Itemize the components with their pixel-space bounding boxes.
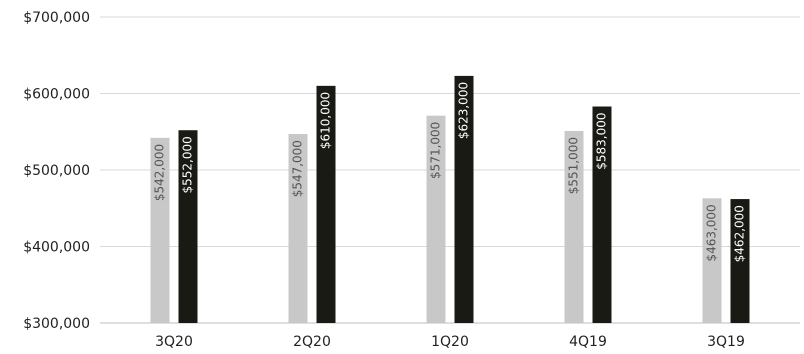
bars <box>150 75 750 323</box>
bar-value-label: $623,000 <box>457 82 471 139</box>
bar <box>702 198 722 323</box>
bar <box>730 199 750 323</box>
bar-value-label: $552,000 <box>181 136 195 193</box>
bar-value-label: $571,000 <box>429 122 443 179</box>
bar-value-label: $547,000 <box>291 140 305 197</box>
y-tick-label: $500,000 <box>23 163 90 179</box>
bar-value-label: $583,000 <box>595 113 609 170</box>
bar <box>150 137 170 323</box>
bar-value-label: $610,000 <box>319 92 333 149</box>
x-tick-label: 3Q20 <box>155 334 193 350</box>
x-axis-category-labels: 3Q20 2Q20 1Q20 4Q19 3Q19 <box>155 334 745 350</box>
bar <box>426 115 446 323</box>
bar <box>178 130 198 323</box>
bar <box>454 75 474 323</box>
y-tick-label: $300,000 <box>23 316 90 332</box>
x-tick-label: 3Q19 <box>707 334 745 350</box>
y-tick-label: $400,000 <box>23 240 90 256</box>
x-tick-label: 1Q20 <box>431 334 469 350</box>
gridlines <box>100 16 800 324</box>
x-tick-label: 4Q19 <box>569 334 607 350</box>
bar-value-label: $463,000 <box>705 204 719 261</box>
bar-value-label: $542,000 <box>153 144 167 201</box>
bar-value-label: $551,000 <box>567 137 581 194</box>
bar <box>592 106 612 323</box>
y-tick-label: $600,000 <box>23 87 90 103</box>
bar-data-labels: $542,000 $552,000 $547,000 $610,000 $571,000… <box>153 82 747 262</box>
y-tick-label: $700,000 <box>23 10 90 26</box>
bar <box>316 85 336 323</box>
y-axis-tick-labels: $300,000 $400,000 $500,000 $600,000 $700,000 <box>23 10 90 332</box>
x-tick-label: 2Q20 <box>293 334 331 350</box>
bar-value-label: $462,000 <box>733 205 747 262</box>
bar <box>564 130 584 323</box>
bar <box>288 134 308 323</box>
